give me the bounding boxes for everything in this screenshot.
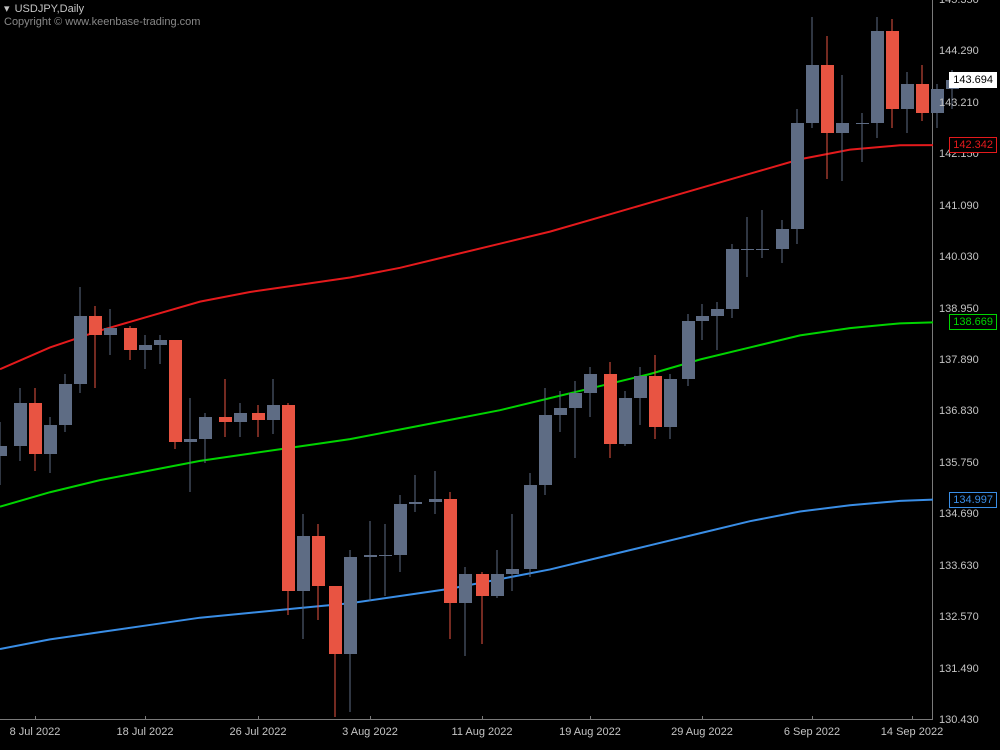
chart-title[interactable]: ▾ USDJPY,Daily	[4, 2, 84, 15]
candle[interactable]	[491, 0, 504, 720]
candle[interactable]	[0, 0, 7, 720]
y-tick-label: 143.210	[939, 97, 979, 109]
dropdown-icon[interactable]: ▾	[4, 2, 10, 15]
ma-blue-price-label: 134.997	[949, 492, 997, 508]
y-tick-label: 138.950	[939, 303, 979, 315]
y-tick-label: 133.630	[939, 560, 979, 572]
candle[interactable]	[756, 0, 769, 720]
candle[interactable]	[886, 0, 899, 720]
candle[interactable]	[664, 0, 677, 720]
candle[interactable]	[524, 0, 537, 720]
candle[interactable]	[252, 0, 265, 720]
candle[interactable]	[199, 0, 212, 720]
candle[interactable]	[726, 0, 739, 720]
candle[interactable]	[856, 0, 869, 720]
candle[interactable]	[776, 0, 789, 720]
candle[interactable]	[184, 0, 197, 720]
y-tick-label: 132.570	[939, 611, 979, 623]
candle[interactable]	[234, 0, 247, 720]
candle[interactable]	[329, 0, 342, 720]
y-axis: 145.350144.290143.210142.150141.090140.0…	[933, 0, 1000, 720]
candle[interactable]	[14, 0, 27, 720]
candle[interactable]	[344, 0, 357, 720]
candle[interactable]	[429, 0, 442, 720]
candle[interactable]	[379, 0, 392, 720]
y-tick-label: 135.750	[939, 457, 979, 469]
candle[interactable]	[124, 0, 137, 720]
y-tick-label: 130.430	[939, 714, 979, 726]
x-tick-label: 8 Jul 2022	[10, 726, 61, 738]
candle[interactable]	[584, 0, 597, 720]
x-tick-label: 18 Jul 2022	[117, 726, 174, 738]
y-tick-label: 131.490	[939, 663, 979, 675]
x-tick-label: 6 Sep 2022	[784, 726, 840, 738]
candle[interactable]	[711, 0, 724, 720]
candle[interactable]	[444, 0, 457, 720]
copyright-label: Copyright © www.keenbase-trading.com	[4, 16, 200, 28]
x-axis: 8 Jul 2022 18 Jul 2022 26 Jul 2022 3 Aug 20…	[0, 720, 933, 750]
candle[interactable]	[569, 0, 582, 720]
candle[interactable]	[104, 0, 117, 720]
candle[interactable]	[821, 0, 834, 720]
x-tick-label: 11 Aug 2022	[452, 726, 513, 738]
candle[interactable]	[59, 0, 72, 720]
candle[interactable]	[682, 0, 695, 720]
x-tick-label: 3 Aug 2022	[342, 726, 398, 738]
x-tick-label: 29 Aug 2022	[671, 726, 733, 738]
candle[interactable]	[871, 0, 884, 720]
candle[interactable]	[806, 0, 819, 720]
candle[interactable]	[791, 0, 804, 720]
symbol-label: USDJPY	[15, 3, 57, 15]
candle[interactable]	[364, 0, 377, 720]
candle[interactable]	[836, 0, 849, 720]
candle[interactable]	[634, 0, 647, 720]
candle[interactable]	[297, 0, 310, 720]
x-tick-label: 14 Sep 2022	[881, 726, 943, 738]
y-tick-label: 144.290	[939, 45, 979, 57]
y-tick-label: 145.350	[939, 0, 979, 6]
candle[interactable]	[619, 0, 632, 720]
candle[interactable]	[312, 0, 325, 720]
candle[interactable]	[44, 0, 57, 720]
candle[interactable]	[741, 0, 754, 720]
y-tick-label: 140.030	[939, 251, 979, 263]
y-tick-label: 136.830	[939, 405, 979, 417]
y-tick-label: 134.690	[939, 508, 979, 520]
candle[interactable]	[219, 0, 232, 720]
candle[interactable]	[409, 0, 422, 720]
x-tick-label: 26 Jul 2022	[230, 726, 287, 738]
ma-red-price-label: 142.342	[949, 137, 997, 153]
candle[interactable]	[74, 0, 87, 720]
ma-green-price-label: 138.669	[949, 314, 997, 330]
candle[interactable]	[916, 0, 929, 720]
candle[interactable]	[506, 0, 519, 720]
candle[interactable]	[282, 0, 295, 720]
timeframe-label: Daily	[60, 3, 84, 15]
current-price-label: 143.694	[949, 72, 997, 88]
y-tick-label: 137.890	[939, 354, 979, 366]
candle[interactable]	[696, 0, 709, 720]
candle[interactable]	[139, 0, 152, 720]
candle[interactable]	[169, 0, 182, 720]
candle[interactable]	[476, 0, 489, 720]
candle[interactable]	[394, 0, 407, 720]
candle[interactable]	[154, 0, 167, 720]
x-tick-label: 19 Aug 2022	[559, 726, 621, 738]
candle[interactable]	[267, 0, 280, 720]
candle[interactable]	[539, 0, 552, 720]
y-tick-label: 141.090	[939, 200, 979, 212]
candle[interactable]	[554, 0, 567, 720]
candle[interactable]	[29, 0, 42, 720]
candle[interactable]	[89, 0, 102, 720]
plot-area[interactable]: ▾ USDJPY,Daily Copyright © www.keenbase-…	[0, 0, 933, 720]
candle[interactable]	[459, 0, 472, 720]
candle[interactable]	[604, 0, 617, 720]
chart-container: ▾ USDJPY,Daily Copyright © www.keenbase-…	[0, 0, 1000, 750]
candle[interactable]	[901, 0, 914, 720]
candle[interactable]	[649, 0, 662, 720]
